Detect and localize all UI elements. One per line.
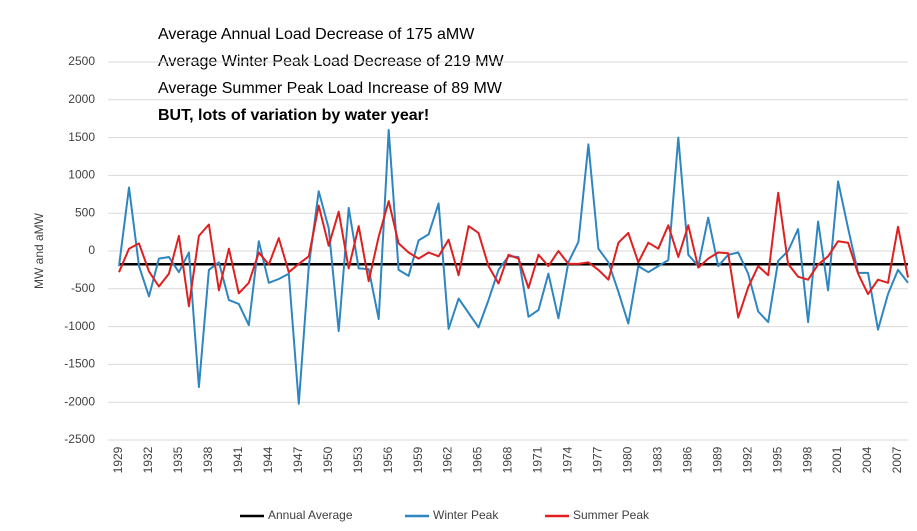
x-tick-label: 2007 — [890, 446, 904, 473]
y-tick-label: 2500 — [68, 54, 95, 68]
annotation: BUT, lots of variation by water year! — [158, 107, 429, 124]
x-tick-label: 2001 — [830, 446, 844, 473]
x-tick-label: 1992 — [740, 446, 754, 473]
x-tick-label: 1965 — [471, 446, 485, 473]
y-tick-label: -1000 — [64, 319, 95, 333]
y-axis-label: MW and aMW — [32, 212, 46, 289]
grid — [108, 61, 908, 441]
x-tick-label: 1929 — [111, 446, 125, 473]
x-tick-label: 1941 — [231, 446, 245, 473]
y-tick-label: -1500 — [64, 357, 95, 371]
series-line — [118, 191, 909, 319]
legend-label: Annual Average — [268, 508, 353, 522]
y-tick-label: -500 — [71, 281, 95, 295]
x-tick-label: 1971 — [531, 446, 545, 473]
y-tick-label: 500 — [75, 205, 95, 219]
x-tick-label: 1983 — [650, 446, 664, 473]
y-tick-label: -2500 — [64, 432, 95, 446]
x-tick-label: 2004 — [860, 446, 874, 473]
x-tick-label: 1956 — [381, 446, 395, 473]
y-tick-label: 1500 — [68, 130, 95, 144]
x-tick-label: 1947 — [291, 446, 305, 473]
x-tick-label: 1998 — [800, 446, 814, 473]
x-tick-label: 1944 — [261, 446, 275, 473]
x-tick-label: 1989 — [710, 446, 724, 473]
x-tick-label: 1962 — [441, 446, 455, 473]
y-tick-label: 1000 — [68, 168, 95, 182]
x-tick-label: 1968 — [501, 446, 515, 473]
x-tick-label: 1980 — [621, 446, 635, 473]
x-tick-label: 1938 — [201, 446, 215, 473]
legend-label: Winter Peak — [433, 508, 499, 522]
x-tick-label: 1974 — [561, 446, 575, 473]
x-tick-label: 1959 — [411, 446, 425, 473]
y-tick-label: 2000 — [68, 92, 95, 106]
x-tick-label: 1995 — [770, 446, 784, 473]
x-tick-label: 1932 — [141, 446, 155, 473]
y-tick-label: 0 — [88, 243, 95, 257]
annotation: Average Summer Peak Load Increase of 89 … — [158, 80, 503, 97]
x-tick-label: 1977 — [591, 446, 605, 473]
x-tick-label: 1953 — [351, 446, 365, 473]
y-tick-label: -2000 — [64, 394, 95, 408]
x-tick-label: 1935 — [171, 446, 185, 473]
annotation: Average Annual Load Decrease of 175 aMW — [158, 26, 475, 43]
legend-label: Summer Peak — [573, 508, 650, 522]
x-tick-label: 1986 — [680, 446, 694, 473]
x-tick-label: 1950 — [321, 446, 335, 473]
